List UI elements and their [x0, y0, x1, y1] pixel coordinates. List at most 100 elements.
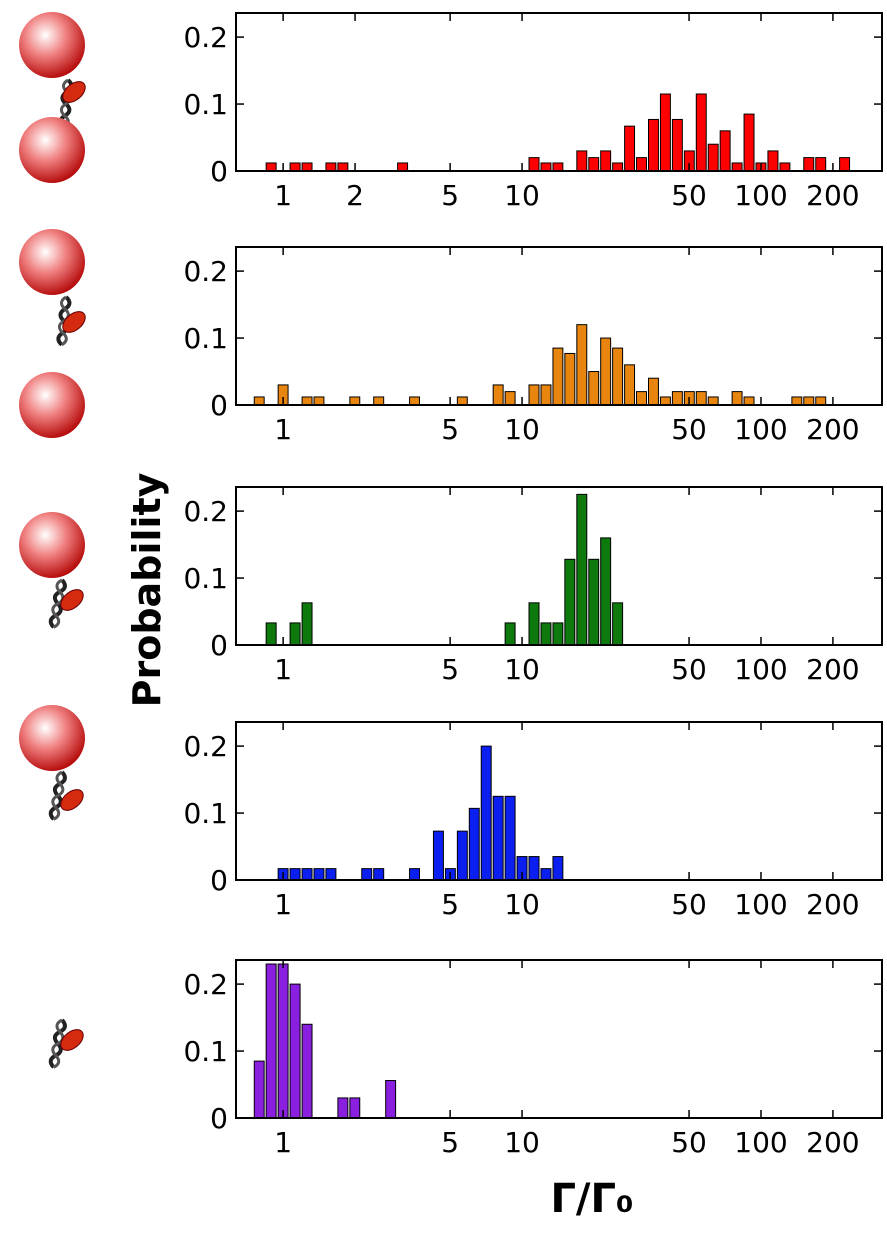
bar	[779, 162, 791, 172]
bar	[624, 125, 636, 172]
bar	[803, 396, 815, 406]
y-tick-label: 0.2	[183, 730, 228, 763]
bar	[504, 622, 516, 646]
bead-icon	[19, 12, 85, 78]
bar	[815, 396, 827, 406]
x-tick-label: 100	[734, 888, 787, 921]
bar	[528, 384, 540, 406]
y-tick-label: 0	[210, 629, 228, 662]
bar	[552, 622, 564, 646]
bar	[600, 150, 612, 172]
x-tick-label: 10	[504, 179, 540, 212]
x-tick-label: 5	[441, 179, 459, 212]
x-tick-label: 1	[274, 653, 292, 686]
x-tick-label: 200	[806, 179, 859, 212]
y-tick-label: 0	[210, 1102, 228, 1135]
x-tick-label: 1	[274, 1126, 292, 1159]
bar	[576, 150, 588, 172]
bar	[612, 602, 624, 646]
bar	[265, 162, 277, 172]
bar	[552, 162, 564, 172]
x-tick-label: 1	[274, 179, 292, 212]
bar	[301, 1023, 313, 1119]
bar	[767, 150, 779, 172]
bead-icon	[19, 512, 85, 578]
x-tick-label: 200	[806, 413, 859, 446]
bar	[707, 143, 719, 172]
y-tick-label: 0.1	[183, 322, 228, 355]
bar	[504, 795, 516, 881]
bar	[576, 324, 588, 406]
y-tick-label: 0	[210, 864, 228, 897]
plot-frame	[235, 246, 883, 406]
bar	[743, 396, 755, 406]
bar	[540, 868, 552, 881]
y-tick-label: 0.1	[183, 88, 228, 121]
y-tick-label: 0.2	[183, 255, 228, 288]
bar	[528, 602, 540, 646]
bar	[648, 377, 659, 406]
bar	[671, 118, 683, 172]
bar	[325, 868, 337, 881]
x-tick-label: 5	[441, 1126, 459, 1159]
bar	[409, 396, 420, 406]
bead-icon	[19, 229, 85, 295]
bar	[695, 391, 707, 406]
x-tick-label: 10	[504, 1126, 540, 1159]
bar	[289, 622, 301, 646]
bar	[313, 396, 325, 406]
x-tick-label: 200	[806, 888, 859, 921]
bar	[659, 93, 671, 172]
bar	[612, 347, 624, 406]
bar	[349, 396, 361, 406]
bar	[265, 963, 277, 1119]
bar	[600, 337, 612, 406]
bar	[337, 162, 349, 172]
x-tick-label: 1	[274, 413, 292, 446]
bar	[659, 396, 671, 406]
bar	[588, 558, 600, 646]
x-tick-label: 100	[734, 653, 787, 686]
bar	[624, 364, 636, 406]
bar	[540, 622, 552, 646]
bar	[301, 868, 313, 881]
bar	[803, 157, 815, 172]
x-tick-label: 100	[734, 413, 787, 446]
x-tick-label: 5	[441, 413, 459, 446]
bar	[289, 162, 301, 172]
x-tick-label: 50	[671, 888, 707, 921]
plot-frame	[235, 959, 883, 1119]
bar	[432, 830, 444, 881]
bead-icon	[19, 117, 85, 183]
bar	[671, 391, 683, 406]
y-tick-label: 0	[210, 155, 228, 188]
bar	[301, 602, 313, 646]
bar	[301, 396, 313, 406]
bar	[815, 157, 827, 172]
bar	[791, 396, 803, 406]
y-tick-label: 0.2	[183, 495, 228, 528]
y-tick-label: 0.2	[183, 21, 228, 54]
bar	[564, 558, 576, 646]
x-tick-label: 10	[504, 888, 540, 921]
bar	[289, 868, 301, 881]
x-tick-label: 100	[734, 1126, 787, 1159]
bar	[349, 1097, 361, 1119]
bar	[731, 391, 743, 406]
bar	[480, 745, 492, 881]
bar	[468, 807, 480, 881]
bar	[492, 795, 504, 881]
y-axis-label: Probability	[125, 472, 169, 707]
x-tick-label: 200	[806, 653, 859, 686]
bar	[564, 352, 576, 406]
bar	[588, 157, 600, 172]
bar	[373, 868, 385, 881]
bead-icon	[19, 372, 85, 438]
dna-icon	[47, 769, 68, 822]
bar	[648, 118, 659, 172]
bead-icon	[19, 705, 85, 771]
y-tick-label: 0.1	[183, 1035, 228, 1068]
bar	[492, 384, 504, 406]
bar	[576, 493, 588, 646]
y-tick-label: 0	[210, 389, 228, 422]
